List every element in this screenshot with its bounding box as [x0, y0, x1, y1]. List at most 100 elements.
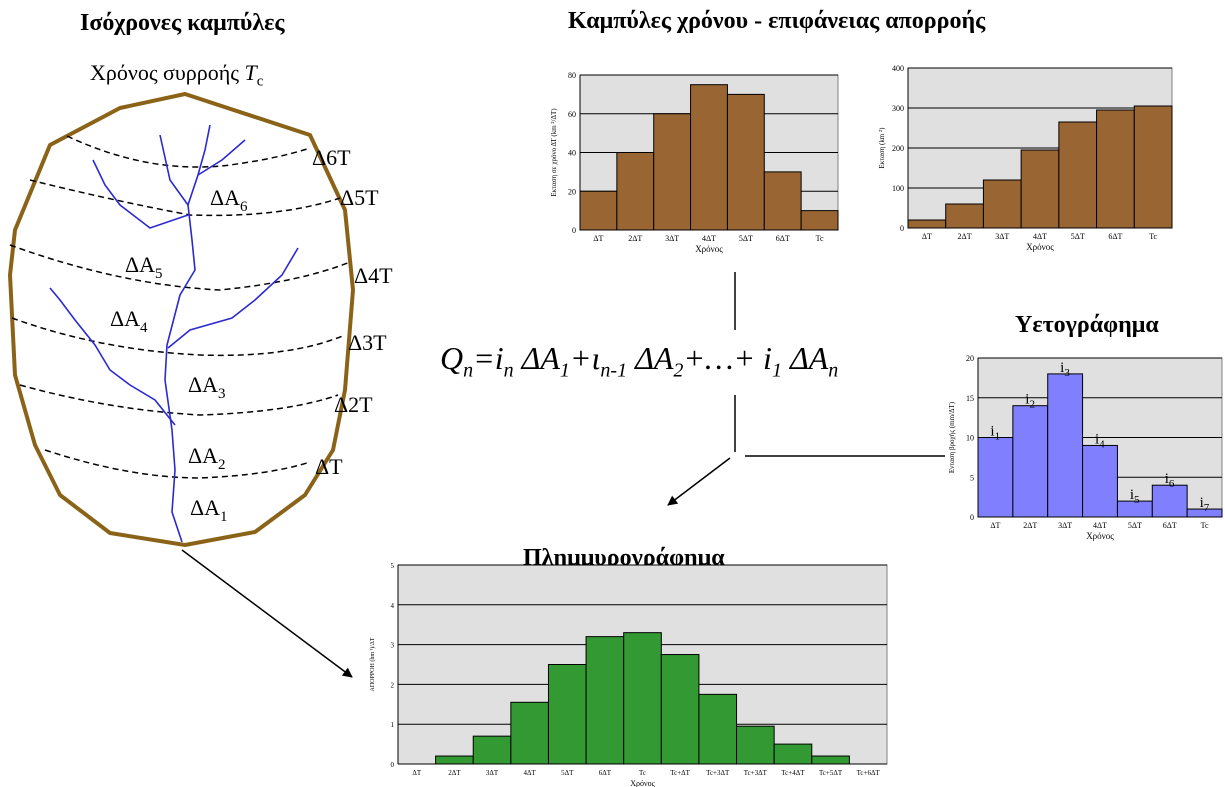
time-area-cumulative-y-tick-label: 200: [892, 144, 904, 153]
hydrograph-x-tick-label: 2ΔT: [448, 769, 461, 777]
isochrone-label-5: Δ5T: [340, 185, 379, 210]
isochrone-5: [29, 179, 341, 217]
time-area-increment-chart: 0 20 40 60 80 ΔT 2ΔT 3ΔT 4ΔT 5ΔT 6ΔT Tc Χρόνος Εκταση…: [550, 71, 839, 254]
time-area-increment-bar: [616, 152, 655, 231]
hydrograph-y-tick-label: 5: [391, 562, 395, 570]
hyetograph-x-tick-label: ΔT: [990, 521, 1000, 530]
time-area-increment-x-tick-label: 3ΔT: [665, 234, 679, 243]
hyetograph-y-tick-label: 10: [966, 434, 974, 443]
time-area-cumulative-y-axis-label: Εκταση (km ²): [878, 127, 886, 169]
hydrograph-x-tick-label: 6ΔT: [599, 769, 612, 777]
hydrograph-y-tick-label: 1: [391, 721, 395, 729]
hyetograph-y-axis-label: Ενταση βροχής (mm/ΔT): [948, 401, 956, 473]
time-area-increment-x-tick-label: 4ΔT: [702, 234, 716, 243]
hydrograph-x-tick-label: Tc+4ΔT: [781, 769, 805, 777]
time-area-cumulative-y-tick-label: 400: [892, 64, 904, 73]
time-area-cumulative-x-tick-label: 6ΔT: [1108, 232, 1122, 241]
hyetograph-bar: [1012, 405, 1049, 518]
area-label-1: ΔA1: [190, 495, 228, 525]
hyetograph-bar-label: i6: [1165, 471, 1175, 490]
time-area-increment-x-tick-label: 6ΔT: [776, 234, 790, 243]
hydrograph-y-tick-label: 4: [391, 602, 395, 610]
time-area-increment-x-tick-label: ΔT: [593, 234, 603, 243]
time-area-cumulative-x-tick-label: 2ΔT: [958, 232, 972, 241]
concentration-time-label: Χρόνος συρροής Tc: [90, 60, 263, 90]
hydrograph-x-tick-label: Tc+5ΔT: [819, 769, 843, 777]
hydrograph-x-tick-label: Tc+3ΔT: [744, 769, 768, 777]
hyetograph-bar: [1186, 508, 1223, 518]
hydrograph-bar: [435, 755, 474, 765]
river-network: [49, 124, 299, 543]
isochrone-label-4: Δ4T: [354, 263, 393, 288]
time-area-increment-bar: [726, 93, 765, 231]
hydrograph-x-tick-label: ΔT: [412, 769, 422, 777]
time-area-cumulative-bar: [982, 179, 1022, 229]
hyetograph-x-tick-label: 2ΔT: [1023, 521, 1037, 530]
arrow-watershed-to-hydrograph: [181, 549, 353, 678]
area-label-4: ΔA4: [110, 306, 148, 336]
hydrograph-x-tick-label: Tc+ΔT: [670, 769, 690, 777]
time-area-increment-y-tick-label: 80: [568, 71, 576, 80]
hyetograph-bar-label: i1: [990, 424, 1000, 443]
isochrones-title: Ισόχρονες καμπύλες: [80, 10, 285, 36]
isochrone-labels: Δ6T Δ5T Δ4T Δ3T Δ2T ΔT: [312, 145, 393, 479]
time-area-increment-y-tick-label: 60: [568, 110, 576, 119]
hydrograph-y-tick-label: 0: [391, 761, 395, 769]
hydrograph-bar: [472, 735, 512, 765]
time-area-cumulative-y-tick-label: 300: [892, 104, 904, 113]
time-area-cumulative-bar: [907, 219, 947, 229]
isochrone-label-6: Δ6T: [312, 145, 351, 170]
area-label-2: ΔA2: [188, 443, 226, 473]
time-area-cumulative-bar: [1096, 109, 1135, 229]
hyetograph-y-tick-label: 5: [970, 473, 974, 482]
time-area-title: Καμπύλες χρόνου - επιφάνειας απορροής: [568, 8, 986, 34]
area-labels: ΔA6 ΔA5 ΔA4 ΔA3 ΔA2 ΔA1: [110, 185, 248, 525]
hyetograph-x-tick-label: 4ΔT: [1093, 521, 1107, 530]
time-area-cumulative-bar: [1133, 105, 1173, 229]
isochrone-3: [11, 317, 346, 357]
hydrograph-y-tick-label: 2: [391, 681, 395, 689]
isochrone-lines: [9, 135, 351, 479]
time-area-increment-x-tick-label: 5ΔT: [739, 234, 753, 243]
hydrograph-x-tick-label: Tc+3ΔT: [706, 769, 730, 777]
time-area-increment-y-tick-label: 0: [572, 226, 576, 235]
isochrone-2: [19, 384, 339, 416]
isochrone-1: [44, 449, 311, 479]
hyetograph-chart: 0 5 10 15 20 ΔT 2ΔT 3ΔT 4ΔT 5ΔT 6ΔT Tc Χρόνος Ενταση …: [948, 354, 1223, 541]
hydrograph-bar: [660, 654, 700, 765]
hyetograph-bar: [977, 437, 1014, 518]
hydrograph-bar: [811, 755, 850, 765]
hydrograph-bar: [585, 636, 625, 765]
hydrograph-x-tick-label: Tc+6ΔT: [857, 769, 881, 777]
time-area-increment-bar: [579, 190, 618, 231]
hyetograph-bar-label: i3: [1060, 360, 1070, 379]
tributary-1: [159, 134, 189, 206]
time-area-cumulative-bar: [945, 203, 984, 229]
hyetograph-title: Υετογράφημα: [1015, 312, 1159, 338]
hydrograph-x-axis-label: Χρόνος: [630, 779, 655, 787]
time-area-cumulative-y-tick-label: 0: [900, 224, 904, 233]
time-area-increment-bar: [763, 171, 802, 231]
hydrograph-bar: [510, 701, 549, 765]
watershed-boundary: [8, 92, 355, 547]
arrow-to-hydrograph-title: [667, 457, 731, 506]
hyetograph-bar-label: i2: [1025, 392, 1035, 411]
isochrone-label-3: Δ3T: [348, 330, 387, 355]
time-area-cumulative-x-tick-label: 4ΔT: [1033, 232, 1047, 241]
convolution-formula: Qn=in ΔA1+ιn-1 ΔA2+…+ i1 ΔAn: [440, 340, 839, 382]
time-area-increment-x-tick-label: 2ΔT: [628, 234, 642, 243]
area-label-6: ΔA6: [210, 185, 248, 215]
time-area-cumulative-bar: [1020, 149, 1060, 229]
concentration-time-subscript: c: [256, 73, 264, 90]
hydrograph-y-axis-label: ΑΠΟΡΡΟΗ (hm ³)/ΔT: [369, 637, 376, 691]
hyetograph-x-tick-label: 6ΔT: [1163, 521, 1177, 530]
concentration-time-symbol: T: [244, 60, 257, 85]
time-area-increment-x-tick-label: Tc: [816, 234, 824, 243]
isochrone-label-2: Δ2T: [334, 392, 373, 417]
hyetograph-bar-label: i7: [1200, 495, 1210, 514]
area-label-5: ΔA5: [125, 252, 163, 282]
time-area-cumulative-chart: 0 100 200 300 400 ΔT 2ΔT 3ΔT 4ΔT 5ΔT 6ΔT Tc Χρόνος Εκ…: [878, 64, 1173, 252]
hydrograph-bar: [773, 743, 813, 765]
hyetograph-bar: [1082, 444, 1118, 518]
